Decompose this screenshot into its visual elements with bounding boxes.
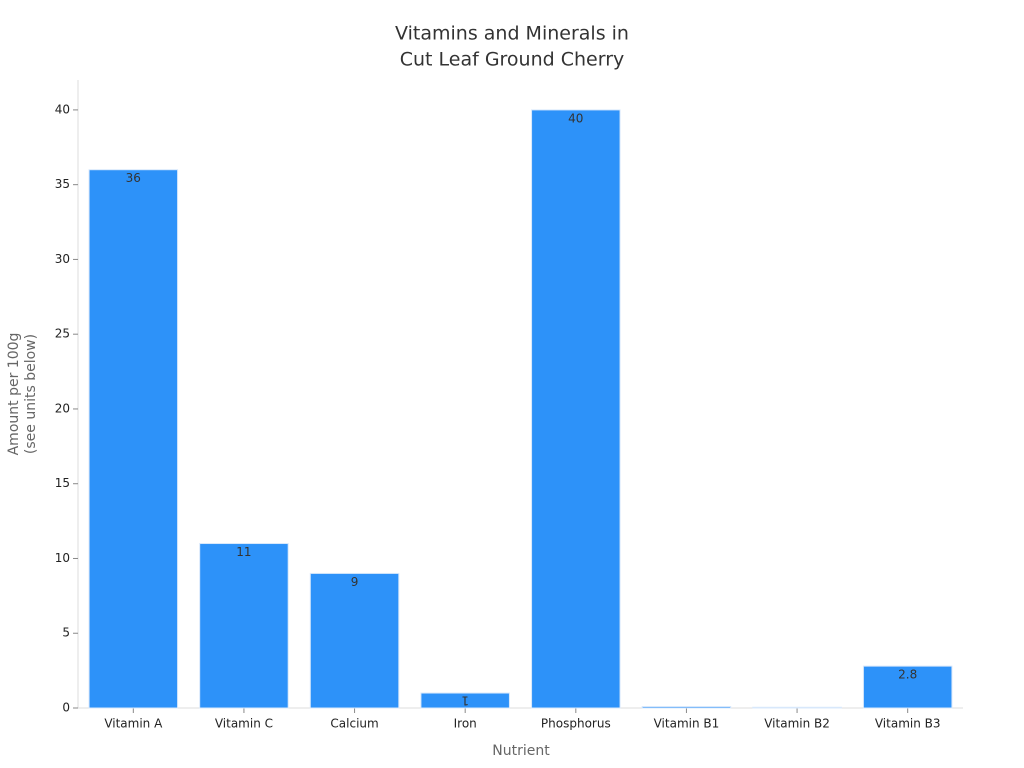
chart-title: Cut Leaf Ground Cherry	[400, 49, 625, 71]
x-tick-label: Vitamin A	[104, 717, 163, 731]
x-tick-label: Calcium	[330, 717, 378, 731]
y-tick-label: 5	[62, 626, 70, 640]
y-axis-title: (see units below)	[23, 334, 39, 454]
y-tick-label: 0	[62, 701, 70, 715]
y-tick-label: 15	[55, 476, 70, 490]
value-label: 11	[236, 545, 251, 559]
x-tick-label: Vitamin C	[215, 717, 273, 731]
bar	[752, 706, 842, 709]
bar	[199, 543, 289, 709]
bar	[531, 109, 621, 709]
bar	[88, 169, 179, 709]
chart-title: Vitamins and Minerals in	[395, 23, 629, 45]
x-tick-label: Phosphorus	[541, 717, 611, 731]
bar	[309, 572, 400, 709]
y-tick-label: 25	[55, 327, 70, 341]
value-label: 40	[568, 111, 583, 125]
bar	[862, 665, 953, 709]
y-axis-title: Amount per 100g	[6, 333, 22, 456]
x-tick-label: Iron	[454, 717, 477, 731]
bar	[420, 692, 510, 709]
y-tick-label: 40	[55, 102, 70, 116]
value-label: 2.8	[898, 668, 917, 682]
x-tick-label: Vitamin B2	[764, 717, 830, 731]
x-tick-label: Vitamin B1	[654, 717, 720, 731]
x-axis-title: Nutrient	[492, 743, 550, 759]
x-tick-label: Vitamin B3	[875, 717, 941, 731]
y-tick-label: 10	[55, 551, 70, 565]
y-tick-label: 30	[55, 252, 70, 266]
y-tick-label: 20	[55, 401, 70, 415]
value-label: 36	[126, 171, 141, 185]
value-label: 9	[351, 575, 359, 589]
y-tick-label: 35	[55, 177, 70, 191]
bar	[641, 706, 732, 709]
value-label: 1	[461, 694, 469, 708]
